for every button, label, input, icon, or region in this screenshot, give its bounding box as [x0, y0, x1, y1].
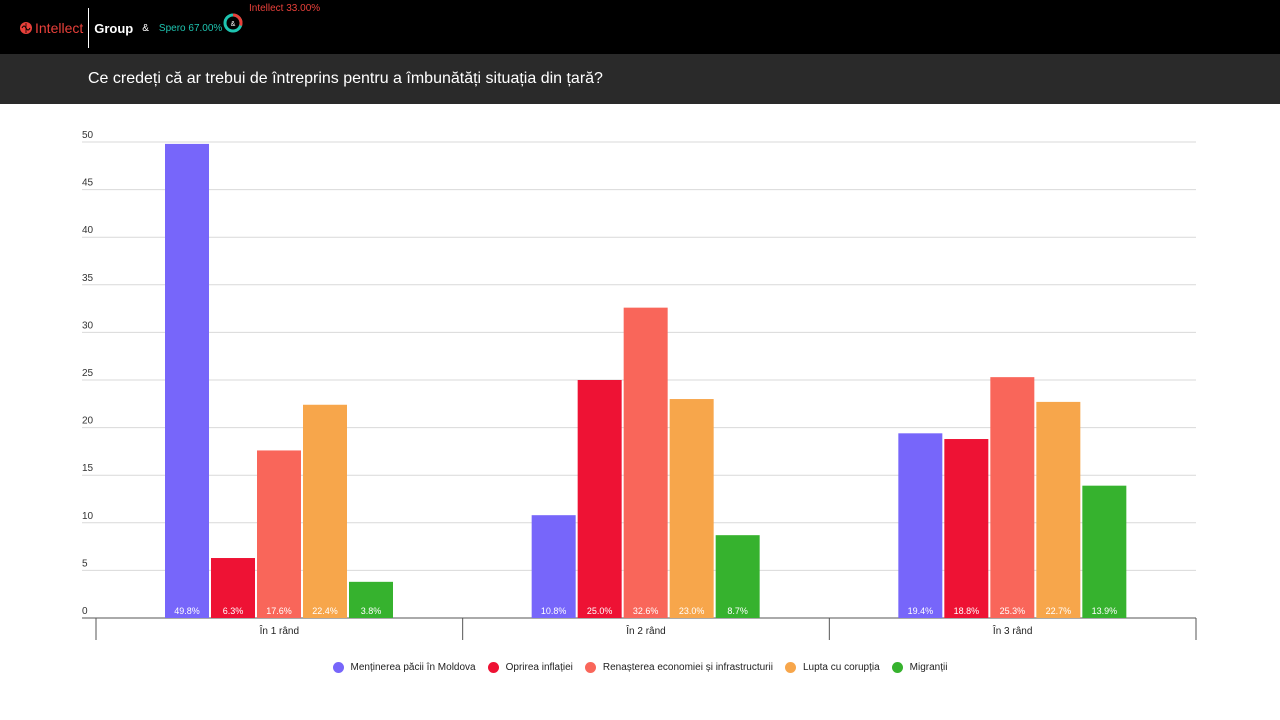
bar-value-label: 25.3%: [1000, 606, 1026, 616]
y-tick-label: 35: [82, 273, 94, 284]
brand-ampersand: &: [142, 22, 149, 34]
legend-item: Lupta cu corupția: [784, 662, 880, 673]
legend-item: Menținerea păcii în Moldova: [332, 662, 476, 673]
x-category-label: În 1 rând: [259, 624, 299, 637]
bar-value-label: 18.8%: [954, 606, 980, 616]
bar-value-label: 10.8%: [541, 606, 567, 616]
legend-marker: [487, 662, 499, 673]
bar-value-label: 6.3%: [223, 606, 244, 616]
legend-label: Migranții: [909, 662, 948, 673]
y-tick-label: 15: [82, 463, 94, 474]
legend-marker: [584, 662, 596, 673]
bar-value-label: 3.8%: [361, 606, 382, 616]
bar-value-label: 22.7%: [1046, 606, 1072, 616]
legend-item: Migranții: [891, 662, 948, 673]
bar: [1082, 485, 1127, 618]
bar: [1036, 401, 1081, 618]
legend-marker: [891, 662, 903, 673]
legend-marker: [332, 662, 344, 673]
bar-value-label: 32.6%: [633, 606, 659, 616]
brain-icon: [20, 22, 32, 34]
bar: [715, 535, 760, 618]
y-tick-label: 30: [82, 320, 94, 331]
bar: [349, 581, 393, 618]
bar-value-label: 13.9%: [1092, 606, 1118, 616]
bar: [623, 307, 668, 618]
brand-divider: [88, 8, 90, 48]
bar-value-label: 19.4%: [908, 606, 934, 616]
legend-label: Renașterea economiei și infrastructurii: [602, 662, 773, 673]
bar-value-label: 23.0%: [679, 606, 705, 616]
bar-value-label: 25.0%: [587, 606, 613, 616]
bar: [944, 439, 989, 618]
bar: [303, 404, 347, 618]
brand-group: Group: [94, 20, 134, 36]
legend-marker: [784, 662, 796, 673]
brand-intellect-share: Intellect 33.00%: [249, 3, 321, 14]
bar: [531, 515, 576, 618]
brand-spero-share: Spero 67.00%: [158, 22, 223, 34]
bar: [165, 143, 209, 618]
brand-intellect: Intellect: [35, 20, 84, 36]
bar: [211, 558, 255, 618]
legend-label: Menținerea păcii în Moldova: [350, 662, 476, 673]
page-title: Ce credeți că ar trebui de întreprins pe…: [88, 70, 603, 87]
brand-logo: Intellect Group & Spero 67.00% & Intelle…: [19, 3, 320, 48]
bar-value-label: 8.7%: [727, 606, 748, 616]
y-tick-label: 5: [82, 558, 88, 569]
chart-legend: Menținerea păcii în Moldova Oprirea infla…: [0, 662, 1280, 673]
legend-item: Renașterea economiei și infrastructurii: [584, 662, 773, 673]
bar-value-label: 17.6%: [266, 606, 292, 616]
bar: [990, 377, 1035, 618]
y-tick-label: 25: [82, 368, 94, 379]
bar-chart: 0 5 10 15 20 25 30 35 40 45 50 49.8% 6.3% 17.6% 22.4% 3…: [82, 130, 1197, 640]
y-tick-label: 50: [82, 130, 94, 141]
x-category-label: În 3 rând: [992, 624, 1032, 637]
y-tick-label: 0: [82, 606, 88, 617]
x-category-label: În 2 rând: [625, 624, 665, 637]
bar: [669, 399, 714, 618]
title-bar: Ce credeți că ar trebui de întreprins pe…: [0, 54, 1280, 104]
legend-item: Oprirea inflației: [487, 662, 573, 673]
top-bar: Intellect Group & Spero 67.00% & Intelle…: [0, 0, 1280, 54]
y-tick-label: 10: [82, 511, 94, 522]
bar-value-label: 49.8%: [174, 606, 200, 616]
share-ring-icon: &: [223, 13, 243, 33]
bar: [898, 433, 943, 618]
bar: [257, 450, 301, 618]
y-tick-label: 20: [82, 416, 94, 427]
bar-value-label: 22.4%: [312, 606, 338, 616]
y-tick-label: 45: [82, 178, 94, 189]
y-tick-label: 40: [82, 225, 94, 236]
bar: [577, 380, 622, 618]
legend-label: Lupta cu corupția: [802, 662, 880, 673]
ring-symbol: &: [231, 21, 236, 28]
legend-label: Oprirea inflației: [505, 662, 573, 673]
